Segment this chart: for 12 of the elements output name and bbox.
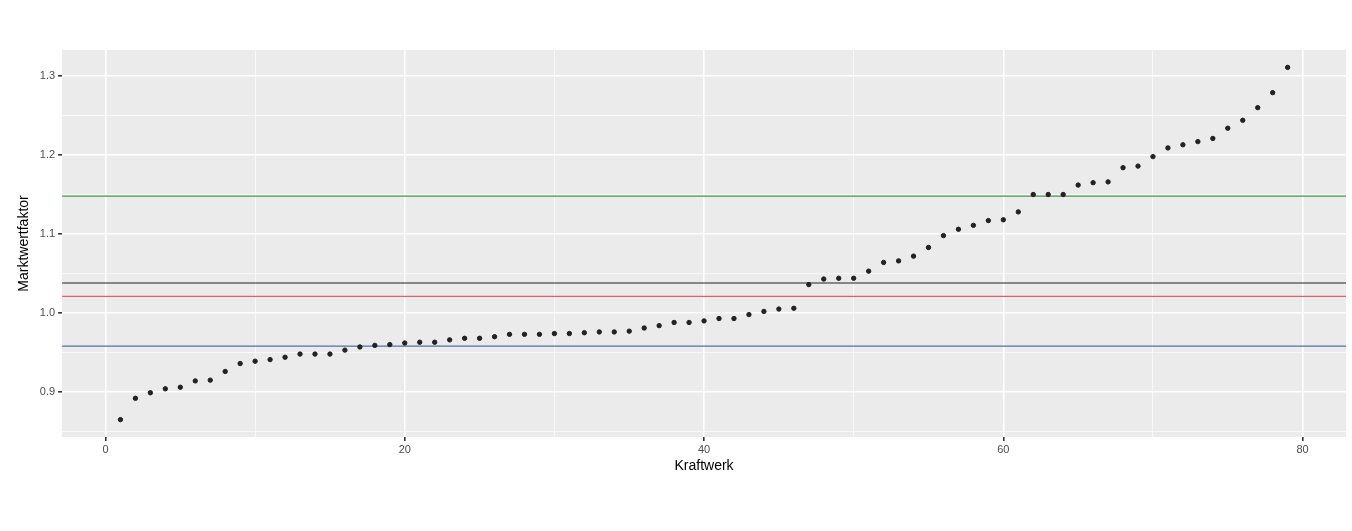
x-axis-title: Kraftwerk	[674, 457, 735, 474]
y-tick-label: 0.9	[39, 385, 56, 398]
x-tick-label: 60	[997, 442, 1010, 455]
y-tick-label: 1.1	[39, 227, 56, 240]
y-tick-label: 1.3	[39, 69, 56, 82]
x-tick-label: 40	[697, 442, 711, 455]
x-tick-label: 20	[398, 442, 411, 455]
y-axis-title: Marktwertfaktor	[15, 194, 32, 292]
y-tick-label: 1.0	[39, 306, 56, 319]
x-tick-label: 0	[102, 442, 109, 455]
x-tick-label: 80	[1296, 442, 1309, 455]
y-tick-label: 1.2	[39, 148, 56, 161]
